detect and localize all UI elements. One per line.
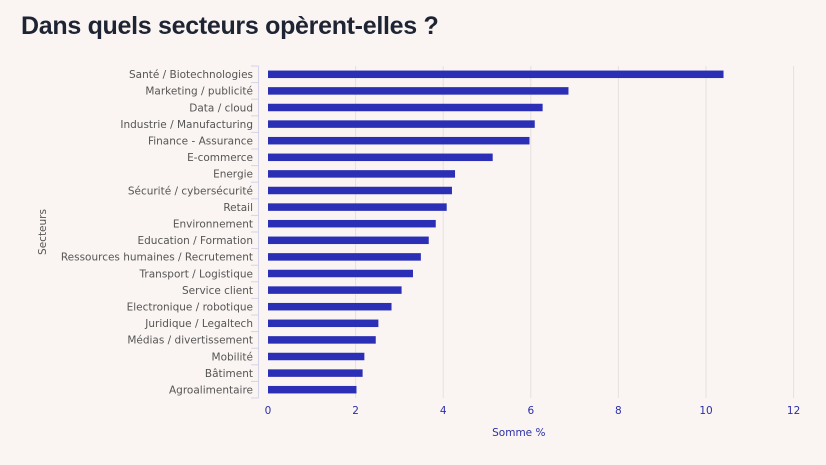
category-label: Médias / divertissement [127,335,253,347]
bar[interactable] [268,219,436,228]
bar[interactable] [268,153,493,162]
category-label: Finance - Assurance [148,136,253,148]
bar[interactable] [268,170,456,178]
y-axis-title: Secteurs [37,209,49,255]
bar[interactable] [268,302,392,311]
category-label: Data / cloud [189,102,253,114]
bar[interactable] [268,253,421,261]
x-axis-title: Somme % [492,427,545,439]
category-label: Industrie / Manufacturing [120,119,253,131]
bar[interactable] [268,236,429,245]
category-label: Marketing / publicité [145,86,253,98]
category-label: E-commerce [187,152,253,164]
bar[interactable] [268,336,376,344]
bar[interactable] [268,136,530,145]
category-label: Juridique / Legaltech [144,318,253,330]
category-label: Sécurité / cybersécurité [128,185,253,197]
bar[interactable] [268,269,413,278]
gridlines [355,66,795,398]
category-label: Retail [223,202,253,214]
bar[interactable] [268,120,535,128]
bars [268,70,724,394]
bar[interactable] [268,103,543,112]
category-label: Agroalimentaire [169,385,253,397]
bar[interactable] [268,286,402,294]
category-label: Electronique / robotique [127,302,253,314]
x-tick-label: 6 [527,405,534,417]
page-title: Dans quels secteurs opèrent-elles ? [21,12,439,40]
category-label: Environnement [173,219,253,231]
x-tick-label: 2 [352,405,359,417]
x-tick-label: 8 [615,405,622,417]
category-label: Service client [182,285,253,297]
bar[interactable] [268,319,379,328]
x-tick-labels: 0 2 4 6 8 10 12 [265,405,801,417]
category-label: Mobilité [212,351,253,363]
x-tick-label: 10 [699,405,712,417]
bar[interactable] [268,186,452,195]
y-axis [251,65,259,399]
category-label: Bâtiment [205,368,253,380]
category-label: Santé / Biotechnologies [129,69,253,81]
x-tick-label: 4 [440,405,447,417]
category-labels: Santé / Biotechnologies Marketing / publi… [61,69,253,396]
category-label: Education / Formation [138,235,254,247]
bar[interactable] [268,385,357,394]
category-label: Transport / Logistique [139,268,253,280]
bar[interactable] [268,369,363,377]
x-tick-label: 12 [787,405,800,417]
bar[interactable] [268,70,724,79]
x-tick-label: 0 [265,405,272,417]
category-label: Ressources humaines / Recrutement [61,252,253,264]
category-label: Energie [213,169,253,181]
bar[interactable] [268,203,447,211]
bar[interactable] [268,352,365,361]
bar[interactable] [268,87,569,95]
